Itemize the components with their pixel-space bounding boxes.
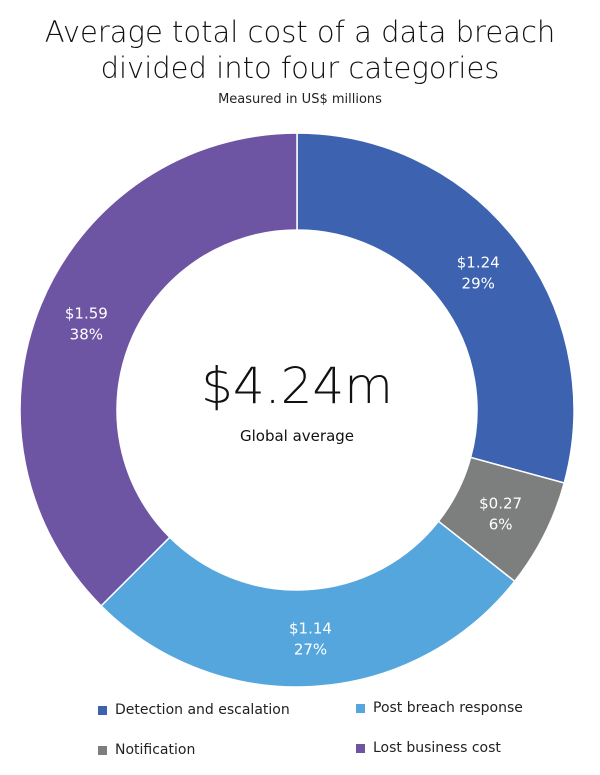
slice-detection-and-escalation [296, 132, 575, 484]
percent-label: 27% [294, 641, 327, 659]
chart-title: Average total cost of a data breach divi… [44, 15, 556, 85]
value-label: $1.59 [65, 305, 108, 323]
legend-item: Notification [98, 742, 195, 758]
percent-label: 38% [70, 326, 103, 344]
legend-swatch [356, 743, 365, 753]
percent-label: 6% [489, 516, 513, 534]
center-value: $4.24m [201, 357, 393, 415]
legend-swatch [98, 705, 107, 715]
legend-label: Notification [115, 742, 196, 758]
chart-subtitle: Measured in US$ millions [218, 92, 382, 107]
slice-lost-business-cost [19, 132, 298, 607]
legend-label: Lost business cost [373, 740, 501, 756]
center-label: Global average [240, 427, 354, 445]
legend-item: Detection and escalation [98, 702, 290, 718]
legend-swatch [356, 703, 365, 713]
slice-post-breach-response [100, 520, 516, 688]
value-label: $1.24 [457, 254, 500, 272]
legend-label: Post breach response [373, 700, 523, 716]
legend-swatch [98, 745, 107, 755]
legend-label: Detection and escalation [115, 702, 290, 718]
value-label: $0.27 [479, 495, 522, 513]
value-label: $1.14 [289, 620, 332, 638]
legend-item: Post breach response [356, 700, 523, 716]
legend-item: Lost business cost [356, 740, 501, 756]
percent-label: 29% [462, 275, 495, 293]
